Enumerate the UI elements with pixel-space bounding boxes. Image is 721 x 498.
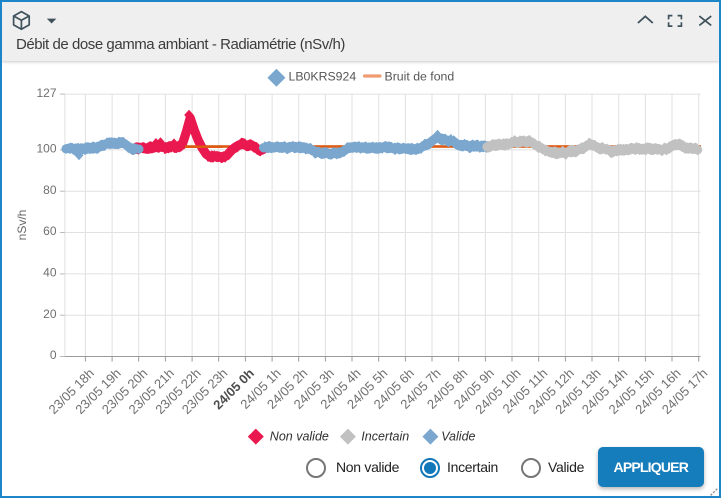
svg-text:Bruit de fond: Bruit de fond (385, 69, 455, 83)
svg-text:nSv/h: nSv/h (15, 210, 29, 241)
svg-text:100: 100 (36, 142, 56, 156)
svg-text:40: 40 (43, 266, 57, 280)
svg-text:60: 60 (43, 224, 57, 238)
svg-text:LB0KRS924: LB0KRS924 (289, 69, 357, 83)
svg-text:Non valide: Non valide (270, 429, 329, 443)
svg-text:80: 80 (43, 183, 57, 197)
svg-text:127: 127 (36, 86, 56, 100)
svg-text:0: 0 (50, 348, 57, 362)
svg-text:Valide: Valide (441, 429, 475, 443)
svg-text:Incertain: Incertain (361, 429, 409, 443)
svg-text:20: 20 (43, 307, 57, 321)
